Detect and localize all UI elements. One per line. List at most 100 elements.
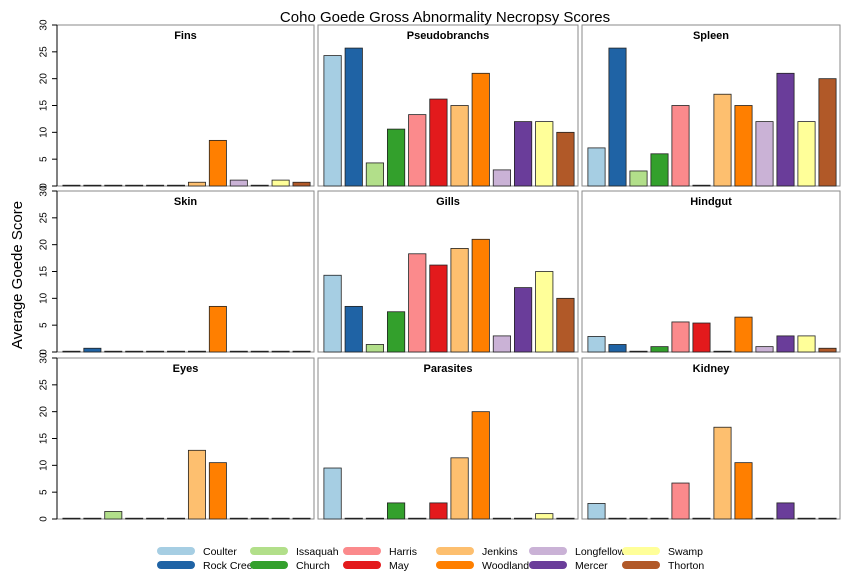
bar-may <box>167 350 186 353</box>
y-tick-label: 30 <box>39 185 50 197</box>
legend-item-church: Church <box>250 560 330 572</box>
y-axis-label: Average Goede Score <box>9 201 26 349</box>
bar-issaquah <box>104 184 123 187</box>
legend-label: Swamp <box>668 546 703 558</box>
bar-may <box>429 98 448 187</box>
y-tick-label: 30 <box>39 352 50 364</box>
bar-issaquah <box>365 344 384 353</box>
bar-swamp <box>271 517 290 520</box>
legend-swatch <box>250 547 288 555</box>
y-tick-label: 5 <box>39 322 50 328</box>
bar-jenkins <box>713 93 732 187</box>
bar-thorton <box>292 517 311 520</box>
bar-longfellow <box>492 169 511 187</box>
bar-harris <box>671 321 690 353</box>
bar-swamp <box>535 121 554 187</box>
panel-title: Pseudobranchs <box>407 30 490 42</box>
legend-label: Longfellow <box>575 546 626 558</box>
bar-jenkins <box>713 426 732 520</box>
bar-mercer <box>776 502 795 520</box>
y-tick-label: 25 <box>39 212 50 224</box>
legend-item-may: May <box>343 560 410 572</box>
bar-coulter <box>587 336 606 353</box>
bar-may <box>429 264 448 353</box>
y-tick-label: 10 <box>39 459 50 471</box>
panel-title: Gills <box>436 196 460 208</box>
panel-spleen: Spleen <box>581 24 841 187</box>
bar-swamp <box>535 271 554 353</box>
bar-swamp <box>271 350 290 353</box>
legend-label: Jenkins <box>482 546 518 558</box>
bar-jenkins <box>187 350 206 353</box>
panel-eyes: Eyes 0 5 10 15 20 25 30 <box>39 352 315 522</box>
bar-may <box>167 517 186 520</box>
bar-may <box>692 322 711 353</box>
bar-jenkins <box>713 350 732 353</box>
bar-issaquah <box>629 170 648 187</box>
bar-rock-creek <box>344 517 363 520</box>
y-tick-label: 30 <box>39 19 50 31</box>
legend-item-mercer: Mercer <box>529 560 608 572</box>
bar-issaquah <box>104 350 123 353</box>
chart-title: Coho Goede Gross Abnormality Necropsy Sc… <box>280 9 610 26</box>
legend-swatch <box>622 547 660 555</box>
y-tick-label: 15 <box>39 433 50 445</box>
bar-thorton <box>556 297 575 353</box>
bar-coulter <box>62 184 81 187</box>
legend-item-jenkins: Jenkins <box>436 546 518 558</box>
bar-thorton <box>818 347 837 353</box>
bar-church <box>650 517 669 520</box>
panel-frame <box>317 190 579 353</box>
legend-label: Coulter <box>203 546 237 558</box>
legend-item-coulter: Coulter <box>157 546 237 558</box>
bar-thorton <box>292 181 311 187</box>
legend-label: Church <box>296 560 330 572</box>
bar-longfellow <box>492 335 511 353</box>
bar-swamp <box>797 121 816 187</box>
legend-item-swamp: Swamp <box>622 546 703 558</box>
panel-title: Parasites <box>424 363 473 375</box>
legend-item-woodland: Woodland <box>436 560 529 572</box>
bar-issaquah <box>365 162 384 187</box>
panel-title: Fins <box>174 30 197 42</box>
bar-longfellow <box>229 179 248 187</box>
bar-church <box>386 502 406 520</box>
legend-label: Rock Creek <box>203 560 259 572</box>
bar-harris <box>671 105 690 187</box>
bar-harris <box>146 350 165 353</box>
bar-coulter <box>587 147 606 187</box>
y-tick-label: 15 <box>39 100 50 112</box>
bar-rock-creek <box>83 517 102 520</box>
legend-label: Mercer <box>575 560 608 572</box>
bar-jenkins <box>187 181 206 187</box>
bar-may <box>429 502 448 520</box>
bar-thorton <box>818 517 837 520</box>
bar-swamp <box>535 513 554 520</box>
bar-longfellow <box>755 517 774 520</box>
bar-may <box>692 184 711 187</box>
bar-longfellow <box>492 517 511 520</box>
bar-thorton <box>556 131 575 187</box>
panel-frame <box>581 24 841 187</box>
bar-woodland <box>734 316 753 353</box>
bar-mercer <box>250 184 269 187</box>
y-axis: 0 5 10 15 20 25 30 <box>39 19 58 189</box>
panel-pseudobranchs: Pseudobranchs <box>317 24 579 187</box>
bar-mercer <box>250 517 269 520</box>
y-tick-label: 10 <box>39 126 50 138</box>
y-axis: 0 5 10 15 20 25 30 <box>39 352 58 522</box>
bar-harris <box>408 253 427 353</box>
panel-grid: Fins 0 5 10 15 20 25 30 Pseudobranchs Spleen Skin 0… <box>39 19 841 522</box>
legend-item-harris: Harris <box>343 546 417 558</box>
bar-rock-creek <box>608 517 627 520</box>
bar-rock-creek <box>608 344 627 353</box>
bar-coulter <box>323 55 342 187</box>
bar-woodland <box>471 411 490 520</box>
panel-gills: Gills <box>317 190 579 353</box>
bar-may <box>167 184 186 187</box>
panel-title: Spleen <box>693 30 729 42</box>
bar-rock-creek <box>344 305 363 353</box>
bar-woodland <box>208 462 227 520</box>
legend-label: May <box>389 560 410 572</box>
